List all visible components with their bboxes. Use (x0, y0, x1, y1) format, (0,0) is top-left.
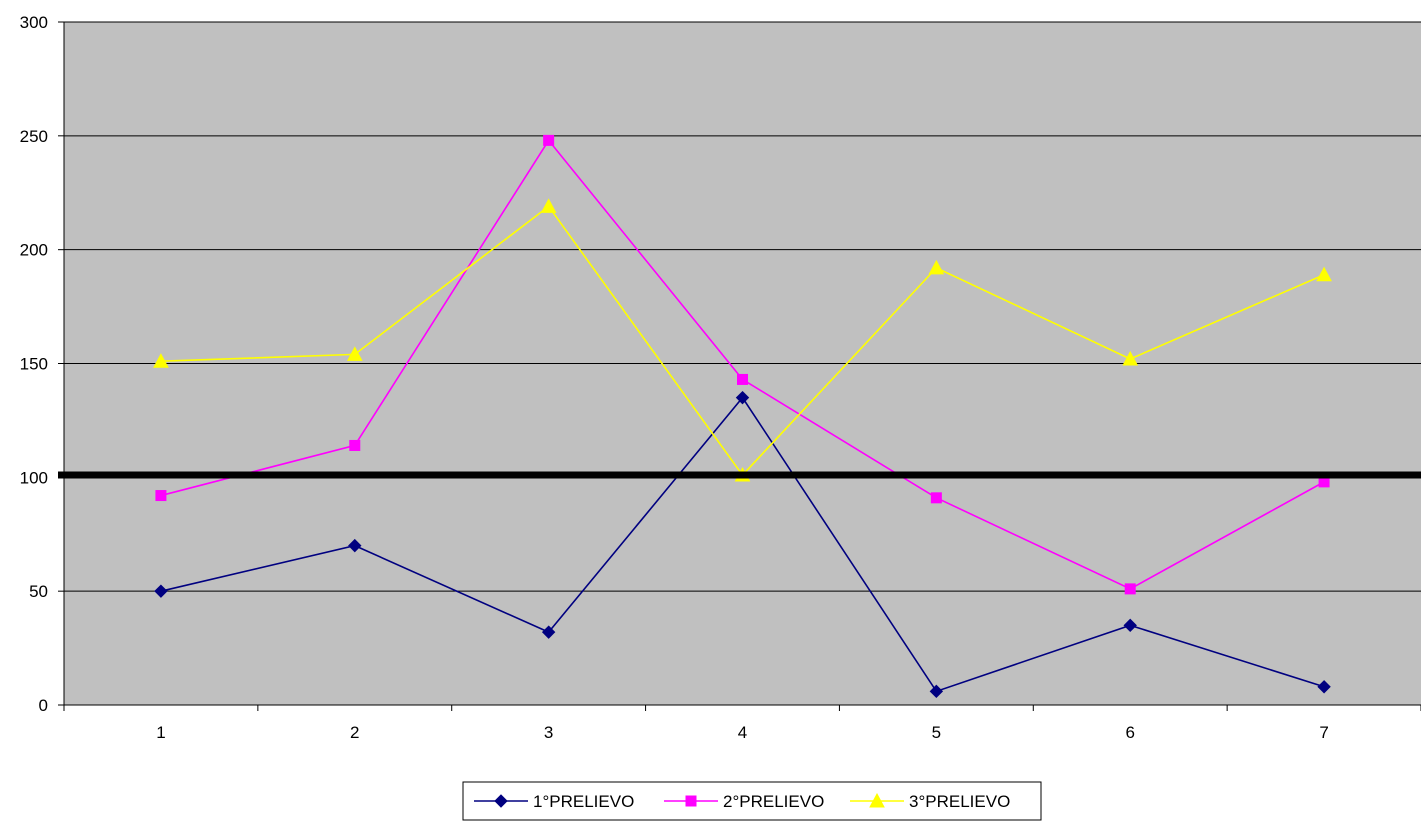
legend-marker-2 (685, 795, 697, 807)
series-2-point-3 (543, 134, 555, 146)
series-3-point-2 (346, 346, 363, 361)
series-1-point-7 (1317, 680, 1331, 694)
y-tick-label-50: 50 (29, 582, 48, 601)
x-tick-label-5: 5 (932, 723, 941, 742)
legend-item-3: 3°PRELIEVO (850, 792, 1010, 811)
x-tick-label-3: 3 (544, 723, 553, 742)
legend-label-2: 2°PRELIEVO (723, 792, 824, 811)
y-tick-label-150: 150 (20, 355, 48, 374)
series-2-point-6 (1124, 583, 1136, 595)
legend-marker-1 (494, 794, 508, 808)
series-3-point-6 (1122, 350, 1139, 366)
series-3-point-3 (540, 198, 557, 213)
y-axis-ticks: 0 50 100 150 200 250 300 (20, 13, 64, 715)
series-3-point-1 (153, 353, 169, 368)
y-tick-label-300: 300 (20, 13, 48, 32)
x-tick-label-6: 6 (1125, 723, 1134, 742)
y-tick-label-100: 100 (20, 468, 48, 487)
x-tick-label-1: 1 (156, 723, 165, 742)
legend: 1°PRELIEVO 2°PRELIEVO 3°PRELIEVO (462, 781, 1042, 821)
series-1 (154, 390, 1331, 699)
y-tick-label-200: 200 (20, 241, 48, 260)
series-2 (155, 134, 1330, 595)
legend-item-1: 1°PRELIEVO (474, 792, 634, 811)
x-tick-label-7: 7 (1319, 723, 1328, 742)
legend-marker-3 (869, 792, 885, 808)
y-tick-label-250: 250 (20, 127, 48, 146)
series-1-point-1 (154, 584, 168, 598)
legend-label-3: 3°PRELIEVO (909, 792, 1010, 811)
legend-label-1: 1°PRELIEVO (533, 792, 634, 811)
series-1-point-2 (348, 538, 362, 553)
series-3-point-7 (1316, 266, 1332, 282)
series-layer (153, 134, 1332, 699)
series-3-point-5 (928, 259, 945, 275)
series-1-point-3 (541, 625, 556, 639)
series-2-point-1 (155, 490, 167, 502)
y-tick-label-0: 0 (39, 696, 48, 715)
series-1-point-5 (929, 684, 944, 699)
x-tick-label-2: 2 (350, 723, 359, 742)
series-2-point-5 (930, 492, 942, 504)
series-2-point-2 (349, 439, 361, 451)
x-axis-ticks: 1 2 3 4 5 6 7 (63, 705, 1421, 742)
series-2-point-4 (737, 373, 748, 385)
series-1-point-6 (1123, 618, 1137, 633)
legend-item-2: 2°PRELIEVO (664, 792, 824, 811)
legend-box (462, 781, 1042, 821)
x-tick-label-4: 4 (738, 723, 747, 742)
series-1-point-4 (735, 390, 750, 405)
